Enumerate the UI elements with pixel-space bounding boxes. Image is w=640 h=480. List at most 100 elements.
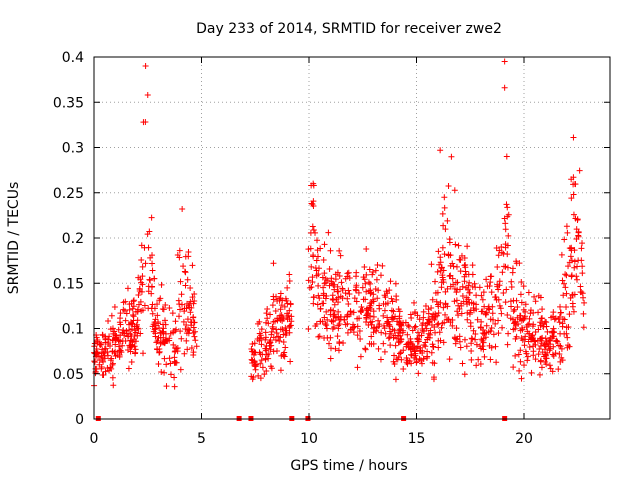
data-point bbox=[145, 283, 152, 290]
data-point bbox=[339, 287, 346, 294]
data-point bbox=[101, 355, 108, 362]
data-point bbox=[269, 323, 276, 330]
data-point bbox=[419, 325, 426, 332]
data-point bbox=[309, 223, 316, 230]
data-point bbox=[579, 290, 586, 297]
data-point bbox=[552, 350, 559, 357]
data-point bbox=[281, 303, 288, 310]
data-point bbox=[187, 309, 194, 316]
data-point bbox=[156, 349, 163, 356]
data-point bbox=[563, 290, 570, 297]
data-point bbox=[334, 333, 341, 340]
data-point bbox=[315, 271, 322, 278]
data-point bbox=[156, 297, 163, 304]
data-point bbox=[181, 268, 188, 275]
data-point bbox=[425, 310, 432, 317]
data-point bbox=[99, 331, 106, 338]
data-point bbox=[579, 263, 586, 270]
data-point bbox=[144, 92, 151, 99]
data-point bbox=[177, 366, 184, 373]
data-point bbox=[160, 306, 167, 313]
data-point bbox=[122, 317, 129, 324]
data-point bbox=[346, 275, 353, 282]
data-point bbox=[108, 355, 115, 362]
data-point bbox=[516, 260, 523, 267]
data-point bbox=[312, 322, 319, 329]
data-point bbox=[499, 269, 506, 276]
data-point bbox=[504, 311, 511, 318]
data-point bbox=[564, 229, 571, 236]
data-point bbox=[320, 284, 327, 291]
data-point bbox=[272, 307, 279, 314]
data-point bbox=[474, 316, 481, 323]
x-tick-label: 20 bbox=[515, 431, 533, 447]
data-point bbox=[435, 248, 442, 255]
data-point bbox=[117, 310, 124, 317]
data-point bbox=[432, 289, 439, 296]
data-point bbox=[470, 307, 477, 314]
data-point bbox=[182, 269, 189, 276]
data-point bbox=[123, 328, 130, 335]
data-point bbox=[287, 358, 294, 365]
data-point bbox=[546, 362, 553, 369]
data-point bbox=[375, 317, 382, 324]
data-point bbox=[110, 330, 117, 337]
data-point bbox=[142, 63, 149, 70]
data-point bbox=[478, 292, 485, 299]
data-point bbox=[504, 264, 511, 271]
data-point bbox=[488, 289, 495, 296]
data-point bbox=[149, 310, 156, 317]
data-point bbox=[387, 342, 394, 349]
data-point bbox=[130, 297, 137, 304]
data-point bbox=[166, 355, 173, 362]
data-point bbox=[451, 285, 458, 292]
data-point bbox=[549, 368, 556, 375]
data-point bbox=[330, 307, 337, 314]
data-point bbox=[266, 339, 273, 346]
data-point bbox=[493, 244, 500, 251]
data-point bbox=[473, 341, 480, 348]
data-point bbox=[376, 321, 383, 328]
data-point bbox=[267, 311, 274, 318]
data-point bbox=[270, 260, 277, 267]
data-point bbox=[398, 335, 405, 342]
data-point bbox=[188, 345, 195, 352]
data-point bbox=[257, 375, 264, 382]
data-point bbox=[182, 253, 189, 260]
data-point bbox=[516, 312, 523, 319]
data-point bbox=[354, 364, 361, 371]
data-point bbox=[135, 292, 142, 299]
data-point bbox=[464, 286, 471, 293]
data-point bbox=[561, 316, 568, 323]
data-point bbox=[284, 284, 291, 291]
data-point bbox=[154, 312, 161, 319]
data-point bbox=[316, 295, 323, 302]
data-point bbox=[416, 316, 423, 323]
data-point bbox=[434, 312, 441, 319]
data-point bbox=[434, 321, 441, 328]
y-tick-label: 0.2 bbox=[62, 231, 84, 247]
data-point bbox=[149, 267, 156, 274]
data-point bbox=[322, 320, 329, 327]
data-point bbox=[351, 295, 358, 302]
data-point bbox=[412, 323, 419, 330]
data-point bbox=[357, 353, 364, 360]
data-point bbox=[181, 350, 188, 357]
data-point bbox=[468, 340, 475, 347]
data-point bbox=[258, 341, 265, 348]
data-point bbox=[571, 258, 578, 265]
data-point bbox=[308, 284, 315, 291]
data-point bbox=[488, 325, 495, 332]
data-point bbox=[167, 330, 174, 337]
data-point bbox=[134, 332, 141, 339]
data-point bbox=[400, 347, 407, 354]
data-point bbox=[418, 360, 425, 367]
data-point bbox=[574, 276, 581, 283]
data-point bbox=[514, 303, 521, 310]
data-point bbox=[532, 337, 539, 344]
data-point bbox=[141, 302, 148, 309]
data-point bbox=[434, 268, 441, 275]
data-point bbox=[155, 360, 162, 367]
data-point bbox=[191, 291, 198, 298]
data-point bbox=[172, 344, 179, 351]
